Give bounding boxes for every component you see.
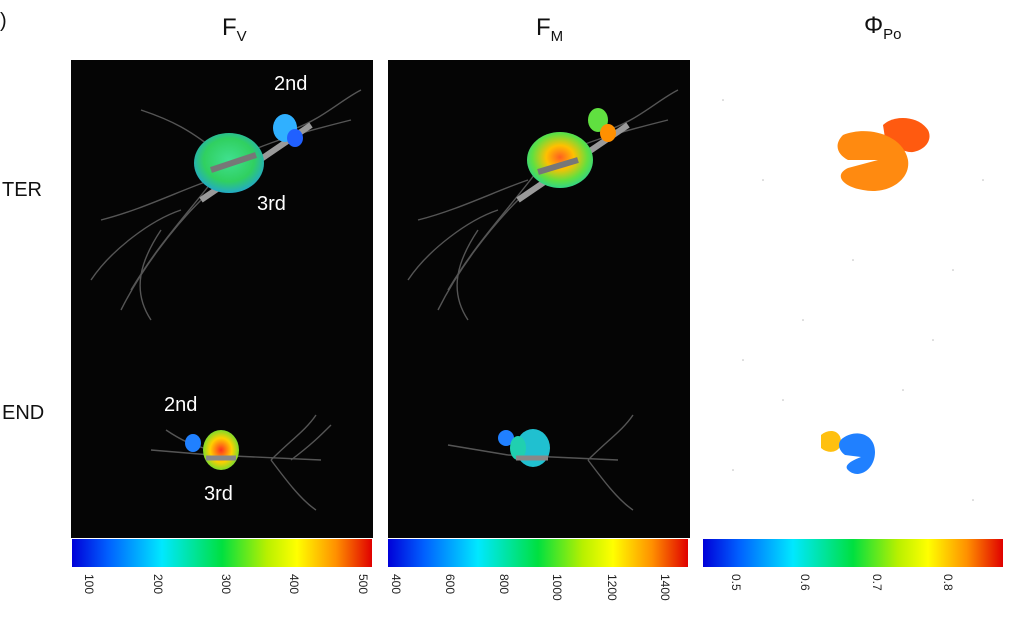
fv-plant-image (90, 89, 362, 511)
row-label-end: END (2, 402, 45, 424)
fm-tick-1400: 1400 (658, 574, 672, 601)
phi-po-colorbar (703, 539, 1003, 567)
leaf-label-2nd-ter: 2nd (274, 73, 308, 95)
phi-tick-0-8: 0.8 (941, 574, 955, 591)
leaf-label-3rd-end: 3rd (204, 483, 233, 505)
leaf-label-3rd-ter: 3rd (257, 193, 286, 215)
fv-tick-500: 500 (356, 574, 370, 595)
panel-title-phi-po: ΦPo (864, 12, 902, 43)
fm-image-panel (388, 60, 690, 538)
phi-po-plant-image (722, 99, 984, 501)
fm-tick-1000: 1000 (550, 574, 564, 601)
fm-tick-600: 600 (443, 574, 457, 595)
panel-title-fv: FV (222, 14, 247, 45)
fm-colorbar (388, 539, 688, 567)
fv-image-panel: 2nd 3rd 2nd 3rd (71, 60, 373, 538)
fv-tick-300: 300 (219, 574, 233, 595)
panel-title-fm: FM (536, 14, 564, 45)
fm-tick-800: 800 (497, 574, 511, 595)
row-label-ter: TER (2, 179, 42, 201)
fv-tick-100: 100 (82, 574, 96, 595)
phi-tick-0-6: 0.6 (798, 574, 812, 591)
fv-tick-400: 400 (287, 574, 301, 595)
leaf-label-2nd-end: 2nd (164, 394, 198, 416)
phi-tick-0-7: 0.7 (870, 574, 884, 591)
phi-po-image-panel (703, 60, 1005, 538)
figure-letter: ) (0, 10, 7, 32)
fm-tick-1200: 1200 (605, 574, 619, 601)
fv-colorbar (72, 539, 372, 567)
fm-tick-400: 400 (389, 574, 403, 595)
phi-tick-0-5: 0.5 (729, 574, 743, 591)
fv-tick-200: 200 (151, 574, 165, 595)
fm-plant-image (407, 89, 679, 511)
